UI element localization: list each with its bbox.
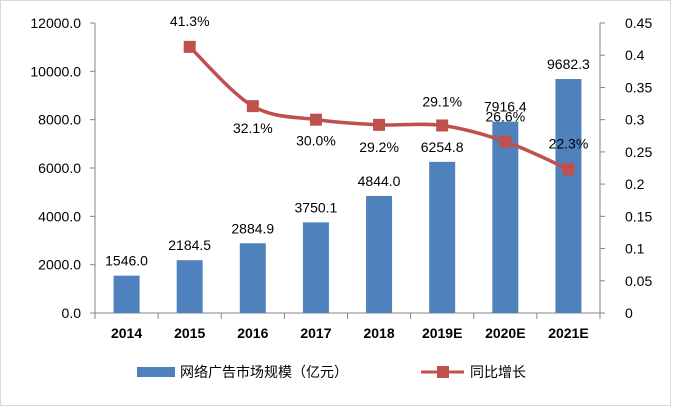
bar [429,161,456,313]
right-tick-label: 0.35 [625,79,652,95]
bar-value-label: 2884.9 [231,220,274,236]
bar [492,121,519,313]
growth-value-label: 22.3% [549,135,589,151]
right-tick-label: 0.2 [625,176,645,192]
bar-value-label: 9682.3 [547,56,590,72]
legend-bar-label: 网络广告市场规模（亿元） [180,364,348,381]
growth-value-label: 29.2% [359,139,399,155]
left-tick-label: 6000.0 [38,160,81,176]
growth-point [373,118,386,131]
growth-value-label: 26.6% [485,109,525,125]
category-label: 2016 [237,325,268,341]
category-label: 2014 [111,325,142,341]
growth-value-label: 29.1% [422,93,462,109]
category-label: 2017 [300,325,331,341]
legend-bar-swatch [137,367,175,377]
left-tick-label: 8000.0 [38,112,81,128]
category-label: 2021E [548,325,588,341]
bar-value-label: 6254.8 [421,139,464,155]
growth-point [562,163,575,176]
growth-point [183,40,196,53]
growth-value-label: 41.3% [170,13,210,29]
line-series [183,40,575,176]
growth-point [499,135,512,148]
growth-point [309,113,322,126]
bar [555,79,582,314]
growth-value-label: 30.0% [296,133,336,149]
right-tick-label: 0.1 [625,241,645,257]
bar-value-label: 4844.0 [358,173,401,189]
category-label: 2018 [363,325,394,341]
bar [176,260,203,313]
right-tick-label: 0.15 [625,208,652,224]
legend: 网络广告市场规模（亿元） 同比增长 [137,364,526,381]
bar [302,222,329,313]
right-tick-label: 0.05 [625,273,652,289]
growth-point [436,119,449,132]
bar-value-label: 3750.1 [295,199,338,215]
bar-value-label: 2184.5 [168,237,211,253]
bar [113,275,140,313]
bar [366,195,393,313]
bar-value-label: 7916.4 [484,99,527,115]
growth-value-label: 32.1% [233,120,273,136]
category-label: 2019E [422,325,462,341]
right-tick-label: 0.3 [625,112,645,128]
bar [239,243,266,313]
bar-value-label: 1546.0 [105,253,148,269]
left-tick-label: 0.0 [62,305,82,321]
bar-series [113,79,582,314]
right-tick-label: 0.25 [625,144,652,160]
right-tick-label: 0.45 [625,15,652,31]
category-label: 2015 [174,325,205,341]
left-tick-label: 2000.0 [38,257,81,273]
left-tick-label: 10000.0 [30,63,81,79]
axes: 0.0 2000.0 4000.0 6000.0 8000.0 10000.0 12000.… [30,15,652,341]
left-tick-label: 4000.0 [38,208,81,224]
growth-point [246,100,259,113]
legend-line-label: 同比增长 [470,365,526,381]
legend-line-marker [437,366,449,378]
right-tick-label: 0 [625,305,633,321]
left-tick-label: 12000.0 [30,15,81,31]
data-labels: 1546.0 2184.5 2884.9 3750.1 4844.0 6254.8 7916… [105,13,590,269]
right-tick-label: 0.4 [625,47,645,63]
category-label: 2020E [485,325,525,341]
